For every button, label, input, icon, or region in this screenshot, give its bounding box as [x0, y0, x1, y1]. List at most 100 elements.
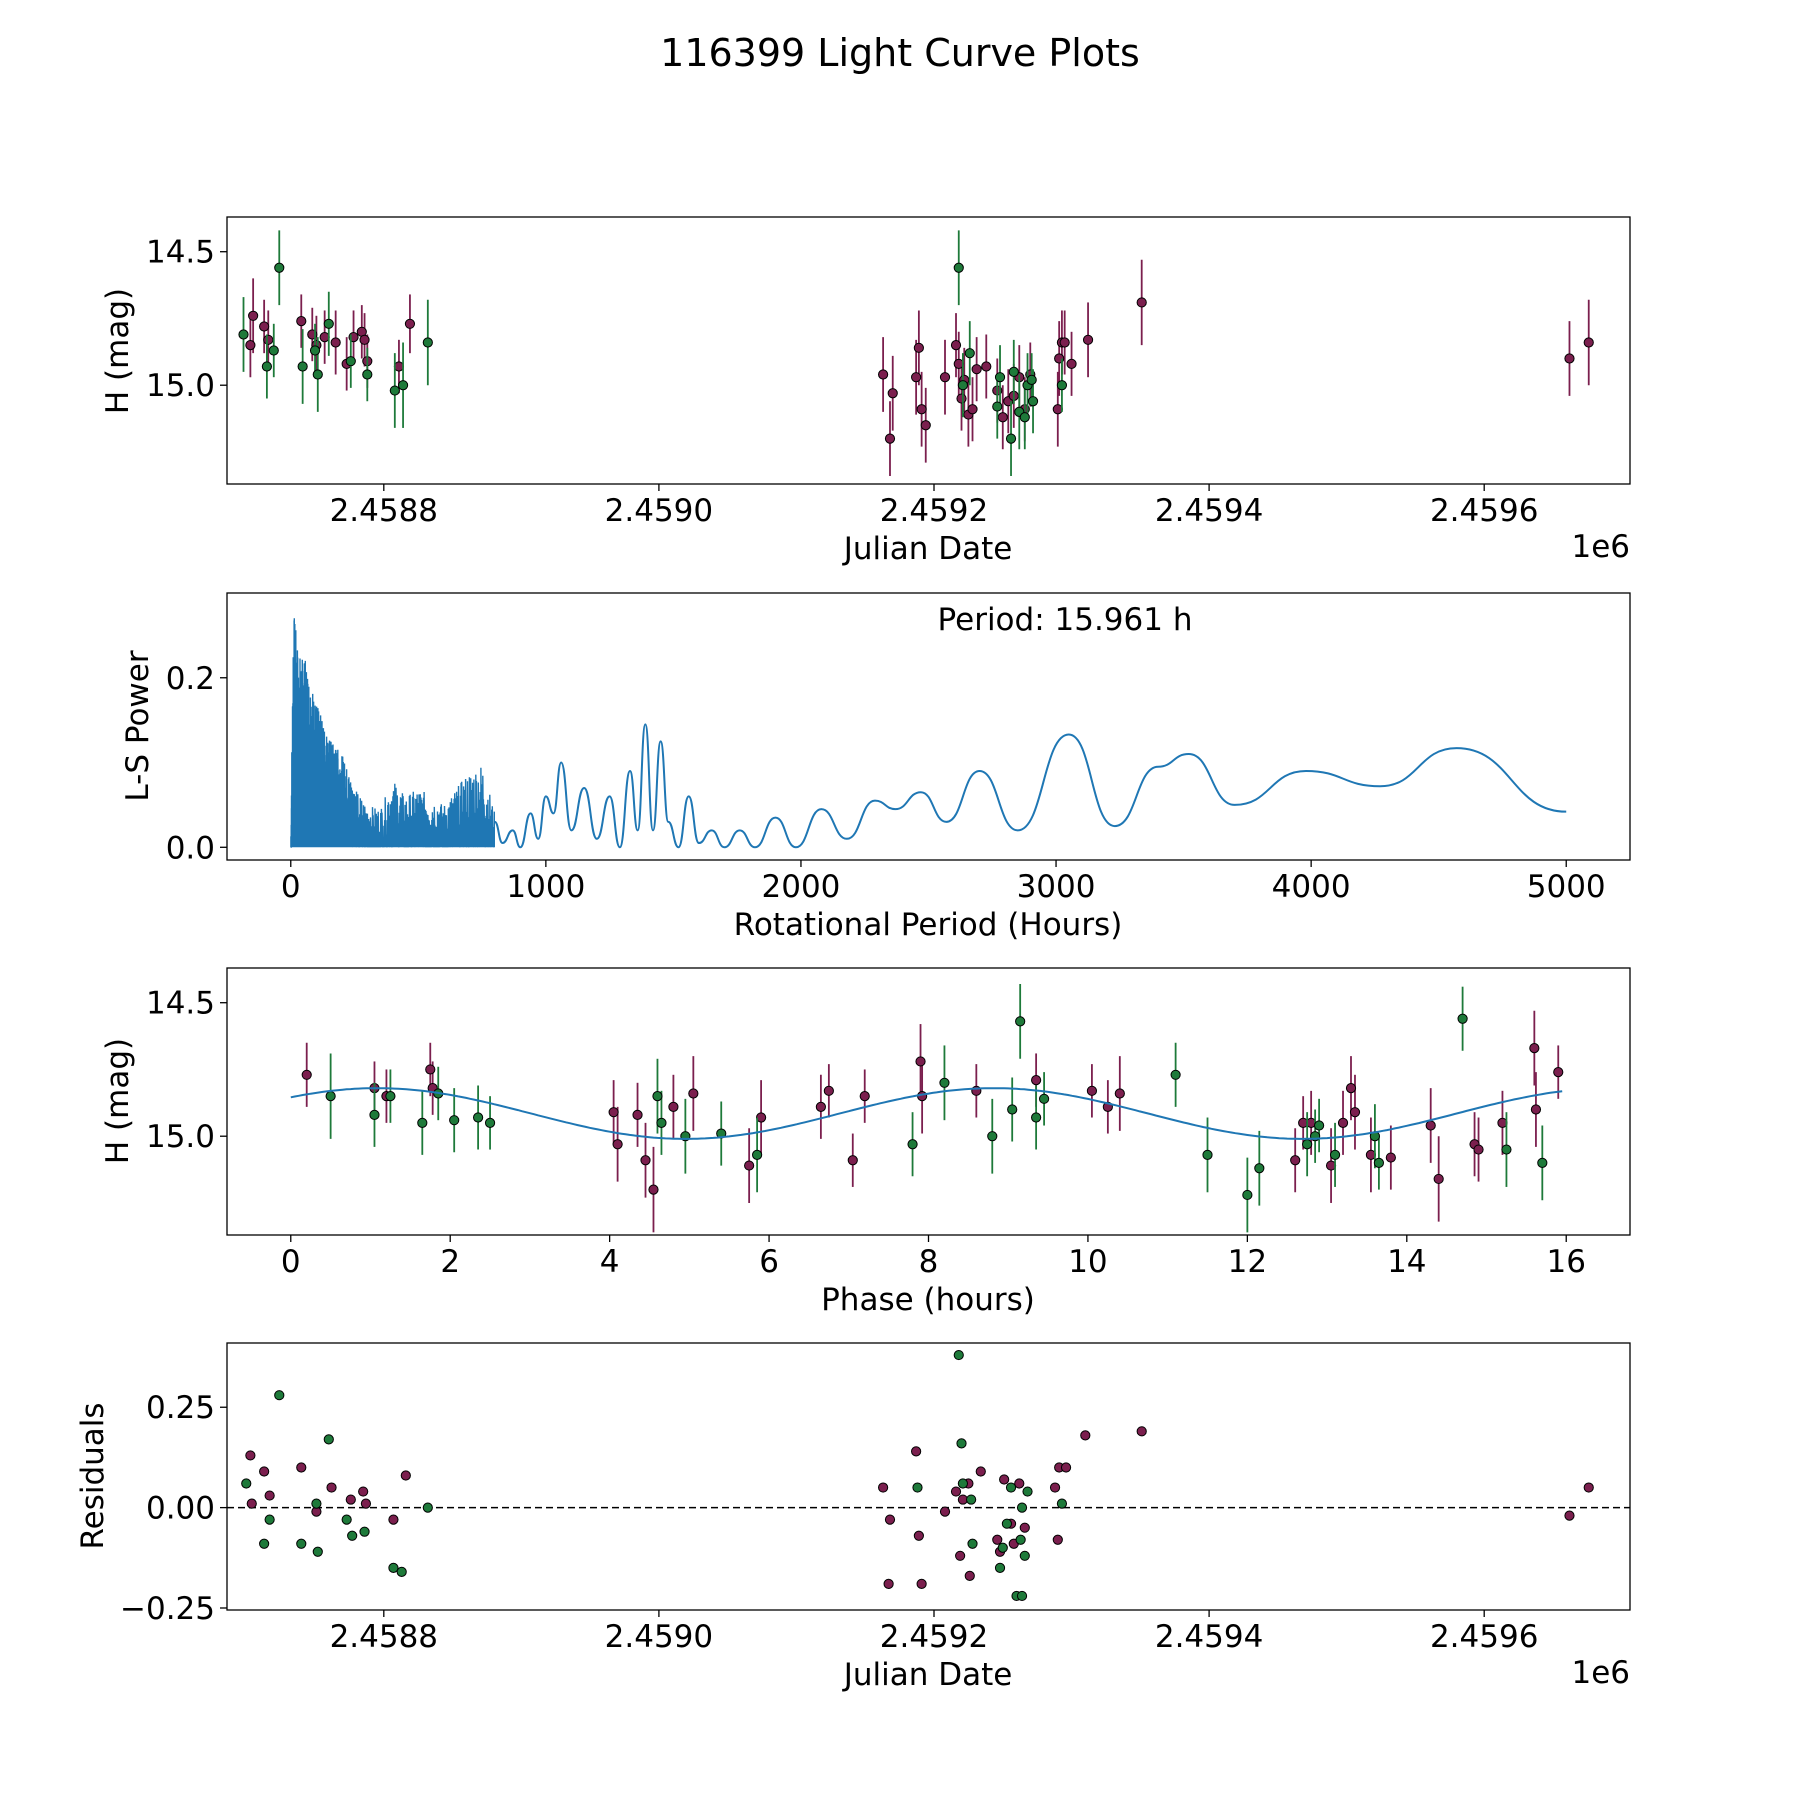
data-point	[274, 262, 285, 273]
data-point	[640, 1155, 651, 1166]
data-point	[1059, 337, 1070, 348]
data-point	[915, 1056, 926, 1067]
data-point	[1457, 1013, 1468, 1024]
phase-x-label: Phase (hours)	[821, 1282, 1035, 1318]
data-point	[359, 334, 370, 345]
x-tick-label: 16	[1547, 1244, 1586, 1280]
x-tick-label: 5000	[1527, 869, 1606, 905]
data-point	[1056, 380, 1068, 391]
data-point	[1329, 1149, 1341, 1161]
data-point	[1014, 1478, 1025, 1489]
data-point	[1031, 1075, 1042, 1086]
data-point	[1314, 1120, 1325, 1131]
x-tick-label: 2.4592	[880, 493, 988, 529]
data-point	[1254, 1163, 1265, 1174]
data-point	[994, 372, 1006, 383]
residuals-y-label: Residuals	[75, 1402, 111, 1549]
periodogram-axes-frame	[226, 592, 1631, 861]
periodogram-panel: 0 1000 2000 3000 4000 5000 0.0 0.2 L-S Power Ro…	[120, 592, 1631, 943]
data-point	[473, 1112, 484, 1123]
data-point	[907, 1139, 918, 1150]
data-point	[1015, 1016, 1026, 1027]
data-point	[1060, 1462, 1072, 1473]
data-point	[422, 1502, 433, 1513]
data-point	[1242, 1189, 1253, 1201]
figure-title: 116399 Light Curve Plots	[660, 31, 1140, 75]
data-point	[815, 1101, 826, 1112]
data-point	[912, 1482, 923, 1493]
data-point	[1001, 1518, 1013, 1529]
data-point	[884, 1514, 896, 1525]
data-point	[1080, 1430, 1091, 1441]
data-point	[964, 1570, 975, 1581]
period-annotation: Period: 15.961 h	[938, 602, 1193, 638]
y-tick-label: 0.2	[166, 661, 215, 697]
phase-plot-area: 0 2 4 6 8 10 12 14 16 15.0 14.5	[146, 984, 1586, 1280]
data-point	[1015, 1534, 1026, 1545]
data-point	[325, 1091, 336, 1102]
data-point	[1302, 1139, 1313, 1150]
data-point	[966, 1494, 977, 1505]
x-tick-label: 2.4590	[605, 493, 713, 529]
data-point	[1564, 1510, 1575, 1521]
data-point	[632, 1109, 643, 1120]
data-point	[449, 1115, 460, 1126]
data-point	[612, 1139, 623, 1150]
periodogram-x-label: Rotational Period (Hours)	[734, 907, 1123, 943]
data-point	[911, 372, 922, 383]
periodogram-curve	[494, 723, 1567, 849]
data-point	[1385, 1152, 1396, 1163]
y-tick-label: 15.0	[146, 368, 215, 404]
data-point	[388, 1562, 399, 1573]
data-point	[296, 1538, 307, 1549]
data-point	[913, 342, 924, 353]
data-point	[369, 1109, 380, 1120]
x-tick-label: 2000	[762, 869, 841, 905]
data-point	[823, 1085, 834, 1096]
x-tick-label: 2.4596	[1430, 1619, 1538, 1655]
data-point	[1031, 1112, 1042, 1123]
periodogram-plot-area: 0 1000 2000 3000 4000 5000 0.0 0.2	[166, 618, 1606, 905]
data-point	[956, 393, 967, 404]
y-tick-label: 0.0	[166, 830, 215, 866]
data-point	[323, 1434, 334, 1445]
data-point	[975, 1466, 986, 1477]
residuals-x-offset: 1e6	[1571, 1655, 1630, 1691]
data-point	[992, 1534, 1003, 1545]
data-point	[246, 1498, 257, 1509]
data-point	[950, 340, 962, 351]
y-tick-label: 14.5	[146, 986, 215, 1022]
y-tick-label: 15.0	[146, 1119, 215, 1155]
data-point	[981, 361, 992, 372]
y-tick-label: 0.25	[146, 1390, 215, 1426]
x-tick-label: 4000	[1272, 869, 1351, 905]
phase-panel: 0 2 4 6 8 10 12 14 16 15.0 14.5 H (mag) Phase (hou…	[100, 967, 1631, 1318]
light-curve-panel: 2.4588 2.4590 2.4592 2.4594 2.4596 15.0 14.5 H…	[100, 216, 1631, 567]
data-point	[1052, 404, 1063, 415]
data-point	[1016, 1590, 1028, 1602]
light-curve-y-label: H (mag)	[100, 288, 136, 414]
data-point	[999, 1474, 1010, 1485]
data-point	[323, 318, 334, 329]
data-point	[347, 1530, 358, 1541]
light-curve-x-offset: 1e6	[1571, 529, 1630, 565]
data-point	[1056, 1498, 1068, 1509]
data-point	[345, 356, 356, 367]
data-point	[1016, 1502, 1028, 1513]
data-point	[956, 1438, 967, 1449]
data-point	[957, 1478, 968, 1489]
data-point	[360, 1498, 372, 1509]
x-tick-label: 0	[281, 1244, 301, 1280]
data-point	[878, 1482, 889, 1493]
data-point	[245, 340, 256, 351]
data-point	[296, 316, 307, 327]
data-point	[939, 372, 951, 383]
data-point	[425, 1064, 436, 1075]
data-point	[1290, 1155, 1301, 1166]
residuals-panel: 2.4588 2.4590 2.4592 2.4594 2.4596 0.25 0.00 −0…	[75, 1342, 1631, 1693]
data-point	[400, 1470, 411, 1481]
data-point	[987, 1131, 998, 1142]
data-point	[878, 369, 889, 380]
x-tick-label: 2.4592	[880, 1619, 988, 1655]
light-curve-axes-frame	[226, 216, 1631, 485]
